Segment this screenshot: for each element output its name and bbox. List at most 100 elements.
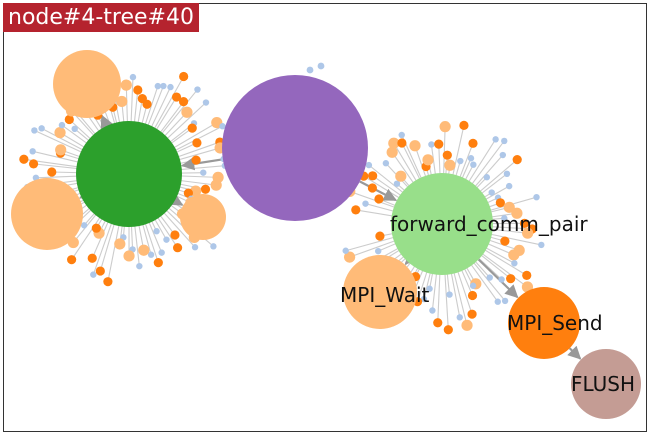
leaf-node[interactable] [393, 180, 401, 187]
node-orange-big-1[interactable] [53, 50, 121, 118]
leaf-node[interactable] [522, 227, 534, 239]
leaf-node[interactable] [508, 249, 520, 261]
node-hub-green[interactable] [76, 121, 182, 227]
leaf-node[interactable] [58, 121, 66, 129]
leaf-node[interactable] [187, 123, 197, 133]
leaf-node[interactable] [398, 131, 405, 139]
leaf-node[interactable] [426, 285, 433, 292]
leaf-node[interactable] [492, 136, 499, 143]
leaf-node[interactable] [533, 193, 540, 201]
leaf-node[interactable] [160, 82, 167, 90]
leaf-node[interactable] [219, 123, 226, 130]
leaf-node[interactable] [133, 85, 143, 95]
leaf-node[interactable] [506, 274, 516, 284]
leaf-node[interactable] [163, 236, 170, 243]
leaf-node[interactable] [420, 295, 428, 303]
leaf-node[interactable] [183, 188, 193, 198]
leaf-node[interactable] [367, 183, 378, 193]
leaf-node[interactable] [170, 230, 180, 240]
leaf-node[interactable] [136, 262, 143, 270]
leaf-node[interactable] [375, 231, 385, 241]
leaf-node[interactable] [512, 155, 522, 165]
node-mpi_send[interactable] [508, 287, 580, 359]
leaf-node[interactable] [306, 66, 314, 74]
leaf-node[interactable] [172, 243, 183, 253]
leaf-node[interactable] [428, 141, 435, 148]
leaf-node[interactable] [470, 161, 477, 168]
leaf-node[interactable] [351, 205, 361, 215]
leaf-node[interactable] [459, 120, 469, 130]
leaf-node[interactable] [501, 137, 508, 145]
leaf-node[interactable] [114, 238, 126, 250]
leaf-node[interactable] [499, 151, 507, 159]
leaf-node[interactable] [382, 160, 390, 167]
leaf-node[interactable] [91, 223, 101, 233]
leaf-node[interactable] [505, 182, 513, 190]
leaf-node[interactable] [362, 200, 369, 207]
leaf-node[interactable] [538, 241, 545, 249]
leaf-node[interactable] [439, 121, 451, 133]
leaf-node[interactable] [192, 138, 202, 148]
leaf-node[interactable] [511, 260, 518, 267]
leaf-node[interactable] [129, 73, 137, 81]
leaf-node[interactable] [317, 62, 325, 70]
leaf-node[interactable] [31, 127, 38, 134]
leaf-node[interactable] [503, 201, 515, 213]
node-hub-purple[interactable] [222, 75, 368, 221]
leaf-node[interactable] [483, 174, 491, 181]
leaf-node[interactable] [468, 138, 478, 148]
leaf-node[interactable] [498, 276, 505, 283]
leaf-node[interactable] [28, 159, 39, 169]
leaf-node[interactable] [461, 319, 473, 331]
leaf-node[interactable] [55, 144, 67, 156]
leaf-node[interactable] [210, 179, 222, 191]
node-forward_comm_pair[interactable] [391, 173, 493, 275]
node-mpi_wait[interactable] [343, 255, 417, 329]
leaf-node[interactable] [153, 228, 160, 235]
leaf-node[interactable] [47, 167, 57, 177]
leaf-node[interactable] [29, 148, 36, 155]
leaf-node[interactable] [64, 114, 74, 125]
leaf-node[interactable] [142, 99, 152, 109]
leaf-node[interactable] [200, 169, 207, 176]
leaf-node[interactable] [71, 125, 78, 133]
leaf-node[interactable] [171, 92, 182, 102]
leaf-node[interactable] [409, 140, 421, 152]
leaf-node[interactable] [395, 170, 407, 182]
leaf-node[interactable] [457, 157, 464, 165]
leaf-node[interactable] [494, 298, 501, 305]
leaf-node[interactable] [87, 253, 97, 263]
leaf-node[interactable] [342, 247, 349, 254]
leaf-node[interactable] [501, 297, 509, 305]
leaf-node[interactable] [154, 82, 162, 90]
leaf-node[interactable] [103, 277, 113, 287]
leaf-node[interactable] [469, 282, 477, 289]
leaf-node[interactable] [153, 258, 163, 268]
leaf-node[interactable] [365, 161, 373, 169]
leaf-node[interactable] [38, 125, 45, 132]
leaf-node[interactable] [202, 99, 210, 106]
leaf-node[interactable] [191, 244, 199, 251]
leaf-node[interactable] [467, 309, 477, 319]
leaf-node[interactable] [210, 243, 217, 250]
leaf-node[interactable] [456, 314, 463, 321]
leaf-node[interactable] [500, 236, 510, 246]
leaf-node[interactable] [422, 154, 434, 166]
leaf-node[interactable] [191, 155, 201, 165]
leaf-node[interactable] [434, 139, 444, 149]
leaf-node[interactable] [80, 222, 88, 229]
leaf-node[interactable] [503, 170, 511, 178]
leaf-node[interactable] [181, 106, 193, 118]
leaf-node[interactable] [200, 184, 211, 194]
leaf-node[interactable] [501, 215, 508, 222]
leaf-node[interactable] [442, 150, 452, 160]
leaf-node[interactable] [123, 250, 135, 262]
leaf-node[interactable] [368, 171, 378, 181]
leaf-node[interactable] [138, 244, 150, 256]
leaf-node[interactable] [19, 154, 29, 164]
leaf-node[interactable] [488, 189, 495, 196]
leaf-node[interactable] [343, 251, 356, 263]
leaf-node[interactable] [120, 79, 132, 91]
leaf-node[interactable] [67, 255, 77, 265]
leaf-node[interactable] [54, 127, 66, 139]
